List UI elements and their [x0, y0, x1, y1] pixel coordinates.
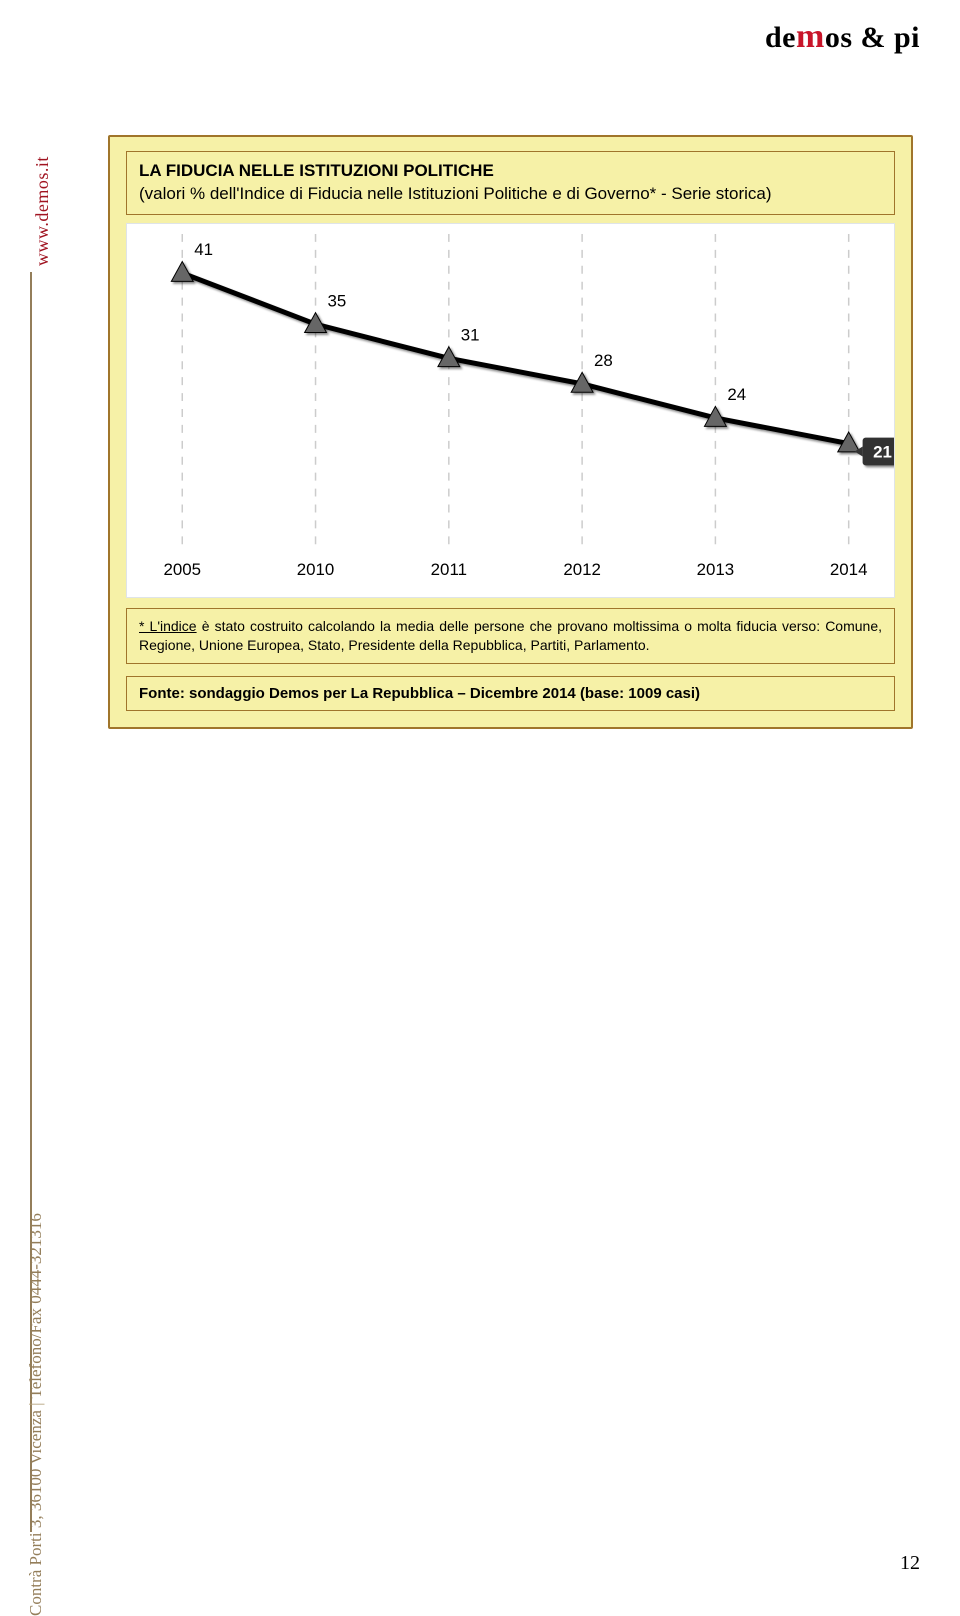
footnote-rest: è stato costruito calcolando la media de… [139, 618, 882, 653]
svg-text:41: 41 [194, 240, 213, 259]
svg-text:21: 21 [873, 442, 892, 461]
svg-text:35: 35 [327, 291, 346, 310]
svg-text:2013: 2013 [697, 560, 735, 579]
svg-text:31: 31 [461, 325, 480, 344]
address-line: Contrà Porti 3, 36100 Vicenza | Telefono… [26, 1213, 46, 1616]
svg-text:28: 28 [594, 351, 613, 370]
content-card: LA FIDUCIA NELLE ISTITUZIONI POLITICHE (… [108, 135, 913, 729]
svg-text:2012: 2012 [563, 560, 601, 579]
svg-text:24: 24 [727, 385, 746, 404]
brand-m-red: m [796, 18, 825, 55]
chart-svg: 2005 2010 2011 2012 2013 2014 41 35 31 28 24 21 [127, 224, 894, 597]
brand-logo: demos & pi [765, 18, 920, 56]
address-phone: Telefono/Fax 0444-321316 [26, 1213, 45, 1398]
title-sub: (valori % dell'Indice di Fiducia nelle I… [139, 184, 772, 203]
address-street: Contrà Porti 3, 36100 Vicenza [26, 1410, 45, 1616]
footnote-lead: * L'indice [139, 618, 197, 634]
card-footnote: * L'indice è stato costruito calcolando … [126, 608, 895, 664]
page-number: 12 [900, 1552, 920, 1575]
svg-text:2014: 2014 [830, 560, 868, 579]
title-main: LA FIDUCIA NELLE ISTITUZIONI POLITICHE [139, 161, 494, 180]
svg-text:2011: 2011 [431, 560, 467, 579]
fiducia-chart: 2005 2010 2011 2012 2013 2014 41 35 31 28 24 21 [126, 223, 895, 598]
card-source: Fonte: sondaggio Demos per La Repubblica… [126, 676, 895, 711]
card-title: LA FIDUCIA NELLE ISTITUZIONI POLITICHE (… [126, 151, 895, 215]
svg-text:2010: 2010 [297, 560, 335, 579]
site-url: www.demos.it [32, 156, 53, 266]
brand-post: os & pi [825, 21, 920, 54]
address-divider: | [26, 1398, 45, 1405]
brand-pre: de [765, 21, 796, 54]
svg-text:2005: 2005 [163, 560, 201, 579]
